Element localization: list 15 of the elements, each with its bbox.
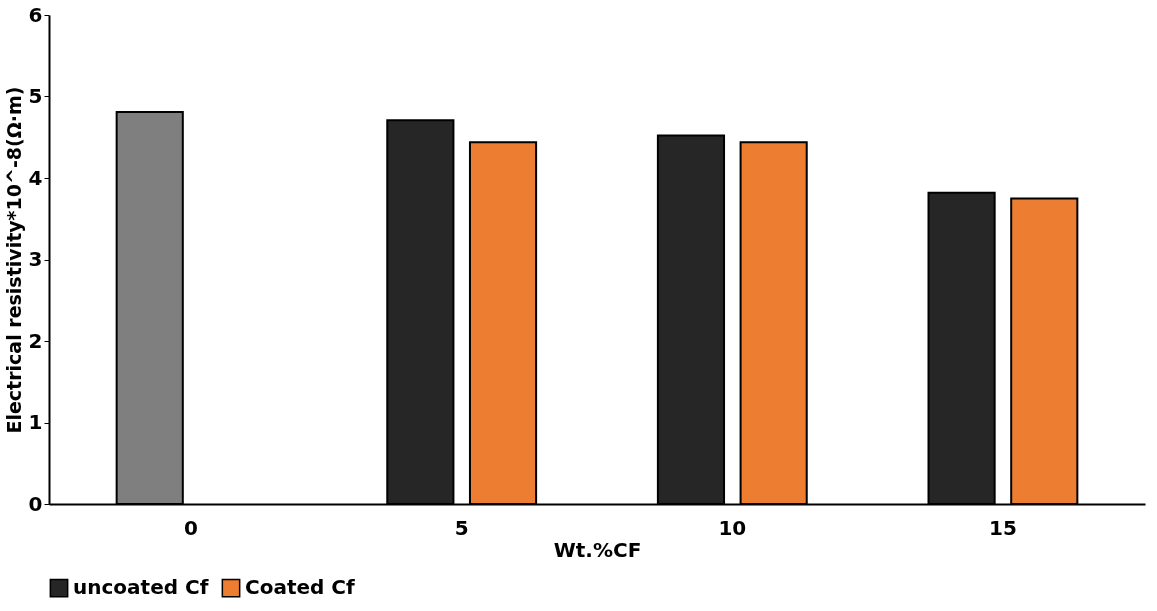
y-tick-label: 5 [28,84,43,108]
y-tick-label: 1 [28,410,43,434]
y-tick-label: 2 [28,328,43,353]
y-tick-label: 6 [28,2,43,27]
x-tick-label: 5 [454,515,469,540]
y-tick-label: 3 [28,247,43,271]
y-axis-title: Electrical resistivity*10^-8(Ω·m) [2,86,25,434]
legend-label: Coated Cf [245,575,355,600]
legend-label: uncoated Cf [73,575,209,600]
x-tick-label: 0 [184,515,199,540]
y-tick-label: 4 [28,165,43,190]
x-axis-title: Wt.%CF [553,537,642,562]
x-tick-label: 10 [718,515,747,540]
x-tick-label: 15 [989,515,1017,540]
y-tick-label: 0 [28,491,43,516]
